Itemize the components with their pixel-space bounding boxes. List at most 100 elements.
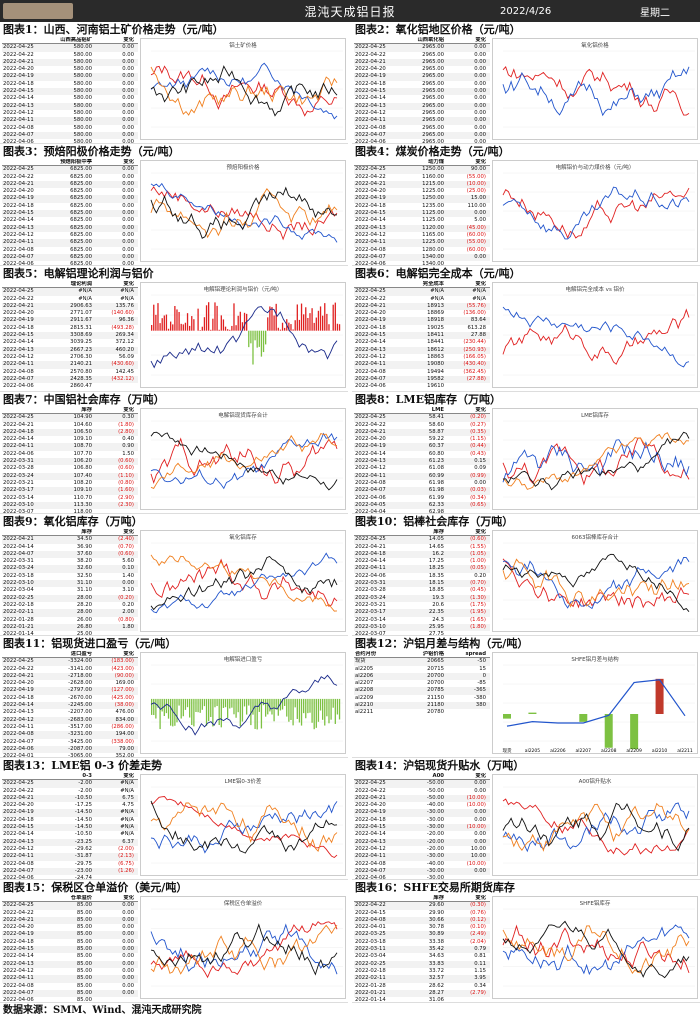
table-cell: 0.00	[122, 166, 134, 173]
table-cell: 2022-04-12	[355, 845, 386, 852]
spread-bar	[630, 714, 639, 750]
table-cell: 2022-04-06	[3, 997, 34, 1003]
table-cell: (0.35)	[470, 428, 486, 435]
chart-title: 氧化铝价格	[581, 43, 609, 49]
table-cell: (60.00)	[466, 231, 486, 238]
panel-title: 图表5：电解铝理论利润与铝价	[3, 267, 154, 280]
table-cell: 0.00	[122, 188, 134, 195]
bar	[222, 319, 225, 331]
bar	[281, 698, 284, 710]
series-line	[150, 186, 338, 239]
table-row: 2022-01-28 28.62 0.34	[354, 983, 490, 990]
table-cell: 2022-04-15	[3, 88, 34, 95]
table-row: 2022-01-21 28.27 (2.79)	[354, 989, 490, 998]
table-cell: 2022-04-20	[3, 310, 34, 317]
bar	[151, 698, 153, 715]
table-cell: 18441	[427, 339, 444, 346]
table-cell: 2022-04-04	[355, 509, 386, 514]
table-cell: -2628.00	[68, 680, 92, 687]
table-cell: 2022-04-12	[3, 845, 34, 852]
table-cell: 0.00	[122, 117, 134, 124]
table-row: 2022-04-14 1125.00 5.00	[354, 217, 490, 224]
chart-title: 保税区仓单溢价	[223, 901, 263, 907]
bar	[172, 698, 174, 727]
table-cell: 2022-04-19	[355, 195, 386, 202]
table-cell: 135.76	[115, 302, 134, 309]
table-cell: (166.05)	[463, 353, 486, 360]
table-row: 2022-04-13 580.00 0.00	[2, 102, 138, 110]
x-tick-label: al2209	[626, 748, 642, 754]
table-cell: 18918	[427, 317, 444, 324]
table-cell: 2022-04-13	[355, 346, 386, 353]
bar	[243, 698, 246, 707]
table-cell: 2022-04-18	[355, 550, 386, 557]
table-row: 2022-04-21 1215.00 (10.00)	[354, 180, 490, 189]
table-cell: 269.34	[115, 332, 134, 339]
chart-panel-10: 图表10：铝棒社会库存（万吨） 库存 变化 2022-04-25 14.05 (0.60)…	[352, 514, 700, 636]
table-cell: 2022-03-21	[3, 479, 34, 486]
table-cell: 0.00	[474, 102, 486, 109]
chart-svg	[150, 420, 343, 498]
table-row: 2022-03-24 107.40 (1.10)	[2, 472, 138, 480]
table-cell: 0.20	[474, 572, 486, 579]
table-cell	[446, 709, 488, 716]
table-cell: -30.00	[426, 809, 444, 816]
table-row: 2022-03-10 31.10 0.00	[2, 580, 138, 588]
table-cell: 2022-04-19	[355, 73, 386, 80]
table-cell: 2022-04-18	[3, 428, 34, 435]
table-cell: 2022-04-12	[3, 716, 34, 723]
bar	[284, 698, 286, 706]
table-cell: 2022-03-07	[3, 509, 34, 514]
table-row: 2022-04-11 -30.00 10.00	[354, 853, 490, 861]
table-cell: (0.20)	[470, 414, 486, 421]
table-cell: 2022-04-25	[355, 44, 386, 51]
table-cell: -20.00	[426, 845, 444, 852]
table-cell: 85.00	[76, 953, 92, 960]
table-cell: 1235.00	[422, 202, 444, 209]
series-line	[502, 798, 690, 856]
table-row: 2022-04-06 85.00	[2, 997, 138, 1003]
table-row: 2022-04-19 -2797.00 (127.00)	[2, 687, 138, 695]
table-row: 2022-04-08 -29.75 (6.75)	[2, 861, 138, 868]
table-row: 2022-04-25 580.00 0.00	[2, 44, 138, 52]
table-cell: 6825.00	[70, 239, 92, 246]
table-row: 2022-04-01 30.78 (0.10)	[354, 924, 490, 931]
table-header: 山西氧化铝 变化	[354, 37, 490, 45]
table-cell: 0.00	[122, 131, 134, 138]
table-cell: 0.00	[122, 902, 134, 909]
table-header: 进口盈亏 变化	[2, 651, 138, 659]
table-row: 2022-04-18 1235.00 110.00	[354, 203, 490, 210]
bar	[180, 323, 182, 331]
table-cell: (136.00)	[463, 310, 486, 317]
table-cell: 2022-04-13	[3, 102, 34, 109]
table-cell: 18863	[427, 353, 444, 360]
bar	[203, 317, 206, 331]
table-cell: 2022-04-22	[3, 51, 34, 58]
table-row: 2022-04-22 2965.00 0.00	[354, 52, 490, 59]
table-cell: -365	[473, 687, 486, 694]
table-row: 2022-04-21 58.87 (0.35)	[354, 428, 490, 437]
table-row: 2022-02-11 28.00 2.00	[2, 609, 138, 617]
table-cell: 2022-04-18	[3, 816, 34, 823]
bar	[155, 698, 157, 719]
table-cell: 2570.80	[70, 368, 92, 375]
table-cell: 2022-02-25	[3, 594, 34, 601]
table-row: 2022-02-18 28.20 0.20	[2, 602, 138, 609]
table-cell: 6825.00	[70, 188, 92, 195]
table-cell: (362.45)	[463, 368, 486, 375]
table-cell: (0.43)	[470, 450, 486, 457]
table-cell: (45.00)	[466, 224, 486, 231]
table-cell: 1250.00	[422, 166, 444, 173]
table-row: 2022-02-25 33.83 0.11	[354, 960, 490, 968]
table-cell: 2022-04-25	[3, 780, 34, 787]
table-cell: 0.00	[474, 787, 486, 794]
chart-title: 电解铝理论利润与铝价（元/吨）	[203, 287, 283, 293]
chart-svg	[502, 172, 695, 250]
table-cell: 2022-04-25	[3, 288, 34, 295]
table-row: 2022-04-15 1125.00 0.00	[354, 210, 490, 218]
table-cell: (250.93)	[463, 346, 486, 353]
table-row: 2022-04-22 29.60 (0.30)	[354, 902, 490, 910]
table-cell: 580.00	[73, 66, 92, 73]
bar	[269, 698, 271, 712]
chart-title: 6063铝棒库存合计	[571, 535, 619, 541]
